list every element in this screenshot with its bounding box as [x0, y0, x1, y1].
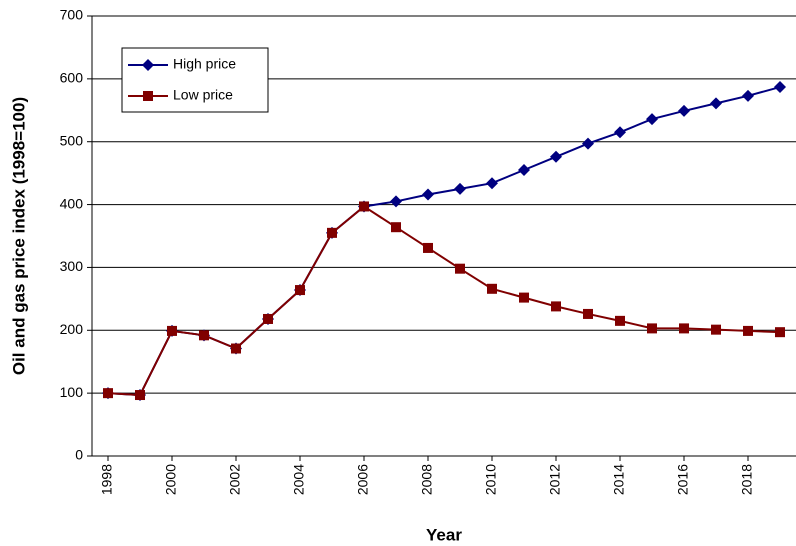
point: [742, 89, 754, 102]
point: [103, 388, 113, 399]
point: [486, 177, 498, 190]
point: [295, 285, 305, 296]
point: [199, 330, 209, 341]
x-tick-label: 2008: [419, 464, 435, 495]
legend-box: [121, 47, 269, 113]
point: [583, 308, 593, 319]
point: [167, 325, 177, 336]
point: [646, 113, 658, 126]
point: [327, 227, 337, 238]
point: [422, 188, 434, 201]
y-tick-label: 200: [60, 321, 84, 337]
series-line: [107, 86, 781, 397]
point: [359, 201, 369, 212]
point: [774, 81, 786, 94]
point: [135, 390, 145, 401]
x-axis-title: Year: [426, 525, 462, 544]
point: [775, 327, 785, 338]
y-tick-label: 300: [60, 258, 84, 274]
point: [487, 283, 497, 294]
point: [263, 313, 273, 324]
point: [614, 126, 626, 139]
legend-marker: [142, 59, 154, 71]
y-axis-title: Oil and gas price index (1998=100): [9, 97, 28, 375]
legend-marker: [143, 91, 153, 101]
y-tick-label: 100: [60, 384, 84, 400]
point: [615, 315, 625, 326]
x-tick-label: 2002: [227, 464, 243, 495]
x-tick-label: 2000: [163, 464, 179, 495]
point: [647, 323, 657, 334]
y-tick-label: 400: [60, 195, 84, 211]
legend-label: High price: [173, 56, 236, 72]
legend-label: Low price: [173, 87, 233, 103]
legend: High price Low price: [121, 47, 269, 113]
point: [454, 182, 466, 195]
point: [582, 137, 594, 150]
point: [743, 325, 753, 336]
point: [679, 323, 689, 334]
point: [518, 164, 530, 176]
series-line: [107, 205, 781, 397]
x-tick-label: 2014: [611, 464, 627, 495]
y-tick-label: 600: [60, 70, 84, 86]
x-tick-label: 2006: [355, 464, 371, 495]
x-tick-label: 2012: [547, 464, 563, 495]
point: [519, 292, 529, 303]
x-tick-label: 2016: [675, 464, 691, 495]
point: [390, 195, 402, 208]
y-tick-label: 700: [60, 7, 84, 23]
x-tick-label: 1998: [99, 464, 115, 495]
y-tick-label: 500: [60, 132, 84, 148]
point: [423, 242, 433, 253]
point: [678, 104, 690, 117]
point: [231, 343, 241, 354]
x-tick-label: 2004: [291, 464, 307, 495]
point: [455, 263, 465, 274]
x-tick-label: 2018: [739, 464, 755, 495]
y-tick-label: 0: [75, 447, 83, 463]
x-tick-label: 2010: [483, 464, 499, 495]
point: [550, 150, 562, 163]
point: [551, 301, 561, 312]
point: [711, 324, 721, 335]
point: [391, 222, 401, 233]
point: [710, 97, 722, 110]
